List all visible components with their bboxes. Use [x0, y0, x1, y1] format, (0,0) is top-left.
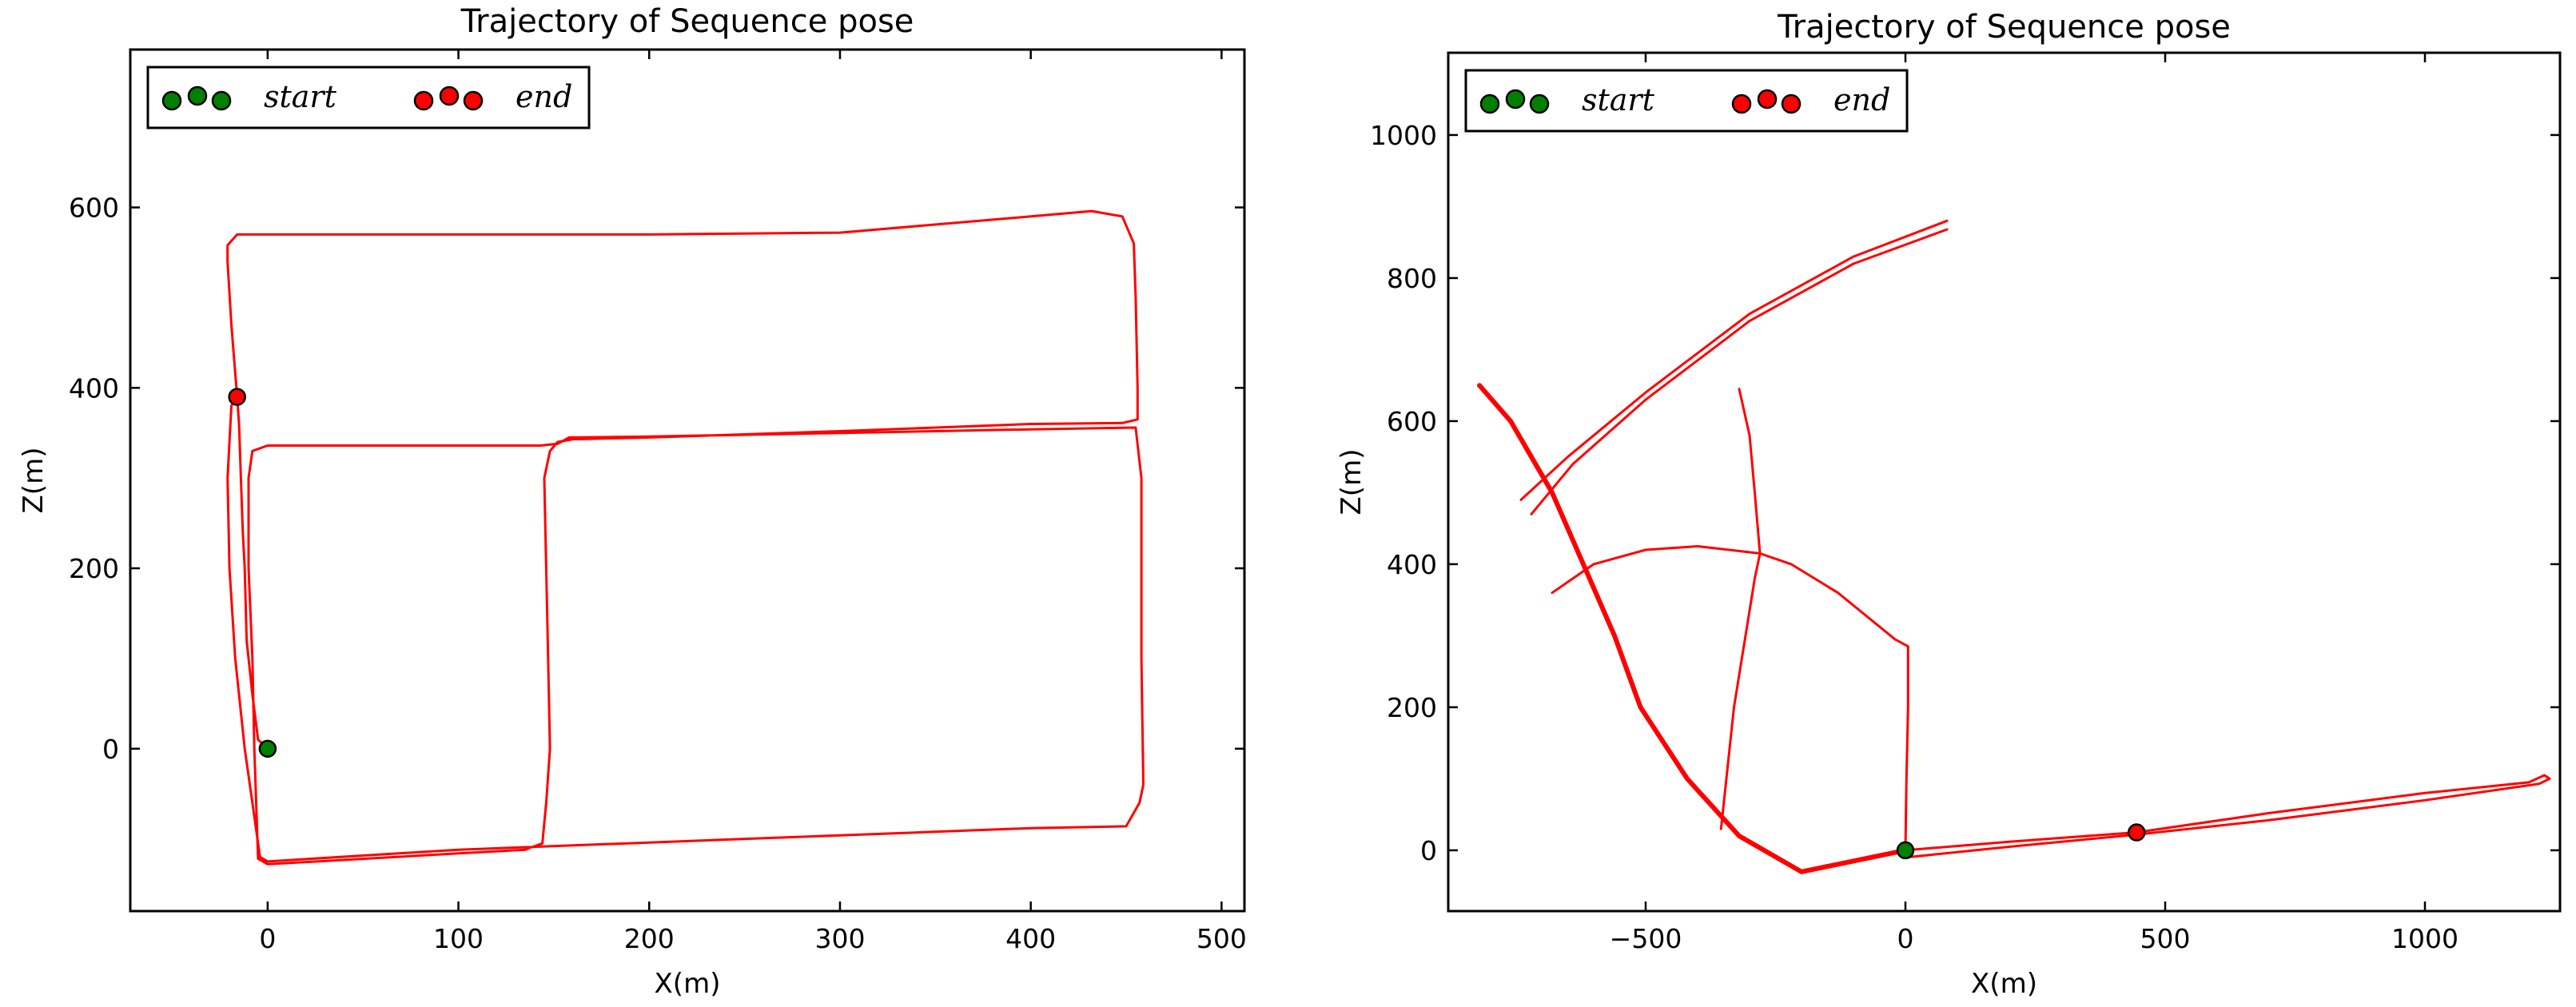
trajectory-line	[1719, 552, 1762, 830]
legend-label-end: end	[1833, 82, 1890, 117]
trajectory-line	[1530, 228, 1949, 515]
y-axis-label: Z(m)	[1336, 449, 1368, 515]
y-tick-label: 200	[1387, 692, 1437, 723]
legend: start end	[1464, 69, 1909, 133]
legend-marker-start	[1479, 94, 1500, 114]
legend-marker-end	[463, 90, 484, 111]
trajectory-line	[1519, 219, 1949, 501]
trajectory-line	[1738, 388, 1762, 555]
legend-marker-start	[161, 90, 182, 111]
trajectory-line	[226, 209, 1145, 866]
x-axis-label: X(m)	[1971, 968, 2037, 1000]
legend-marker-end	[1731, 94, 1752, 114]
x-tick-label: 300	[814, 923, 865, 954]
x-axis-label: X(m)	[655, 968, 721, 1000]
y-tick-label: 600	[1387, 406, 1437, 437]
legend-marker-start	[1505, 89, 1526, 109]
y-tick-label: 0	[102, 734, 119, 765]
plot-right: Trajectory of Sequence pose X(m) Z(m) −500 0…	[1336, 9, 2562, 1000]
legend-marker-end	[439, 86, 460, 106]
legend-marker-end	[1781, 94, 1802, 114]
x-tick-label: 400	[1005, 923, 1056, 954]
y-tick-label: 400	[69, 372, 119, 404]
x-tick-label: 100	[433, 923, 484, 954]
x-tick-label: 500	[2140, 923, 2191, 954]
x-tick-label: 0	[1897, 923, 1914, 954]
axes-frame	[129, 48, 1246, 913]
chart-title: Trajectory of Sequence pose	[1777, 9, 2231, 46]
y-tick-label: 600	[69, 193, 119, 224]
end-marker	[2128, 823, 2146, 842]
x-tick-label: 500	[1196, 923, 1247, 954]
start-marker	[1896, 841, 1915, 860]
y-tick-label: 200	[69, 553, 119, 584]
trajectory-line	[1477, 383, 1908, 874]
trajectory-line	[1758, 552, 1909, 852]
y-tick-label: 800	[1387, 263, 1437, 294]
legend-marker-start	[1529, 94, 1550, 114]
y-tick-label: 0	[1420, 835, 1437, 866]
legend-marker-start	[187, 86, 208, 106]
trajectory-line	[1904, 774, 2551, 859]
legend-label-end: end	[516, 79, 572, 114]
x-tick-label: 1000	[2391, 923, 2459, 954]
legend-marker-start	[211, 90, 232, 111]
legend-label-start: start	[1582, 82, 1655, 117]
axes-frame	[1447, 51, 2562, 913]
chart-title: Trajectory of Sequence pose	[460, 3, 914, 40]
legend-marker-end	[413, 90, 434, 111]
start-marker	[258, 739, 277, 758]
legend: start end	[146, 66, 591, 129]
trajectory-line	[1551, 545, 1762, 595]
legend-marker-end	[1757, 89, 1778, 109]
y-axis-label: Z(m)	[18, 448, 50, 514]
x-tick-label: 0	[259, 923, 276, 954]
legend-label-start: start	[264, 79, 337, 114]
y-tick-label: 1000	[1370, 120, 1437, 151]
x-tick-label: 200	[624, 923, 675, 954]
plot-left: Trajectory of Sequence pose X(m) Z(m) 0 100 2…	[18, 3, 1247, 1000]
end-marker	[228, 388, 246, 406]
y-tick-label: 400	[1387, 549, 1437, 580]
x-tick-label: −500	[1610, 923, 1682, 954]
